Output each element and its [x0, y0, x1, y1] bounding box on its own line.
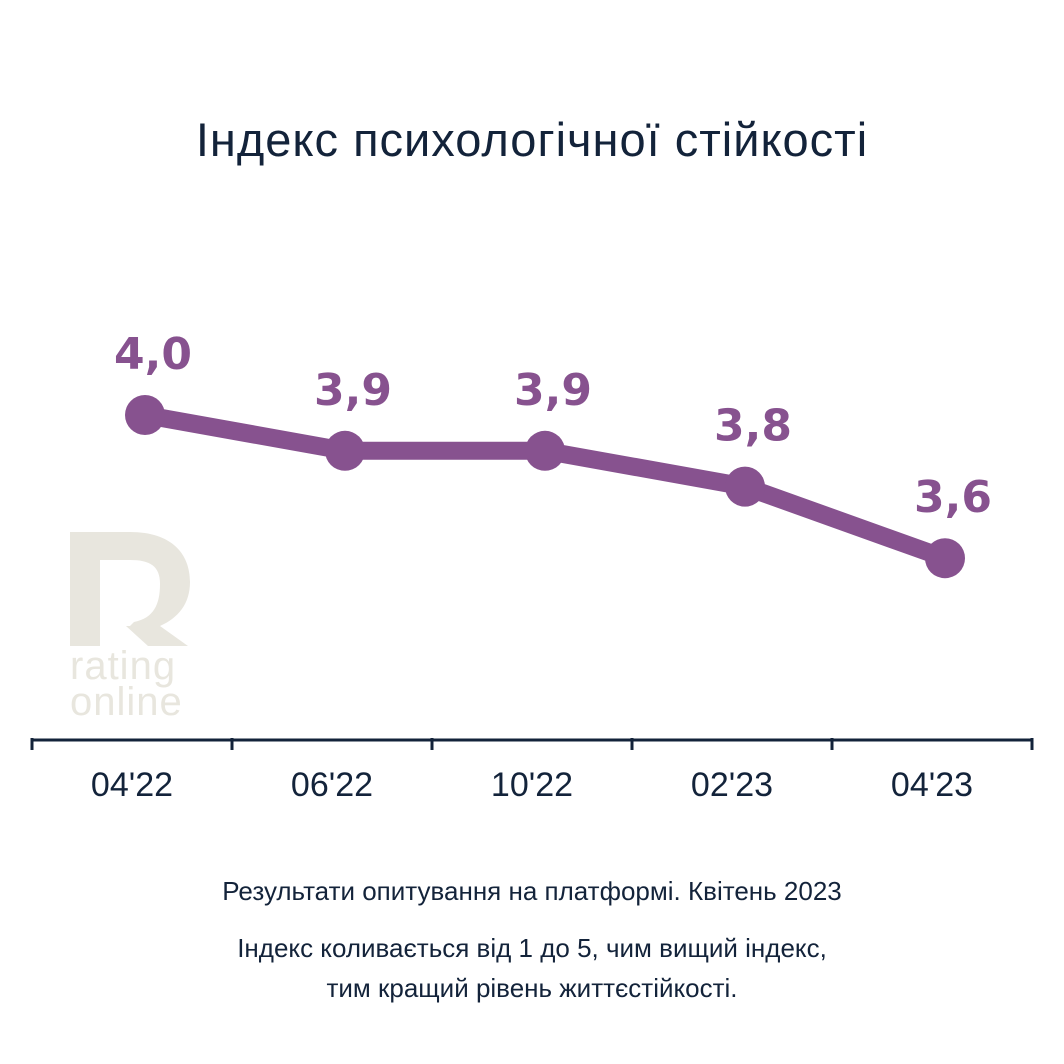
data-point	[125, 395, 165, 435]
data-label: 3,9	[314, 365, 392, 416]
data-point	[325, 430, 365, 471]
data-point	[725, 466, 765, 507]
x-tick-label: 10'22	[491, 766, 573, 804]
data-point	[525, 430, 565, 471]
rating-online-logo-icon	[70, 532, 190, 646]
data-point	[925, 538, 965, 579]
chart-title: Індекс психологічної стійкості	[195, 113, 869, 166]
logo-text-online: online	[70, 680, 183, 724]
x-tick-label: 06'22	[291, 766, 373, 804]
data-label: 3,9	[514, 365, 592, 416]
data-label: 4,0	[114, 329, 192, 380]
x-tick-label: 02'23	[691, 766, 773, 804]
x-tick-label: 04'23	[891, 766, 973, 804]
logo-text-rating: rating	[70, 644, 177, 688]
footer-index-note-line1: Індекс коливається від 1 до 5, чим вищий…	[237, 933, 827, 963]
data-label: 3,6	[914, 472, 992, 523]
footer-source-note: Результати опитування на платформі. Квіт…	[222, 876, 842, 906]
data-label: 3,8	[714, 401, 792, 452]
x-tick-label: 04'22	[91, 766, 173, 804]
footer-index-note-line2: тим кращий рівень життєстійкості.	[326, 973, 738, 1003]
